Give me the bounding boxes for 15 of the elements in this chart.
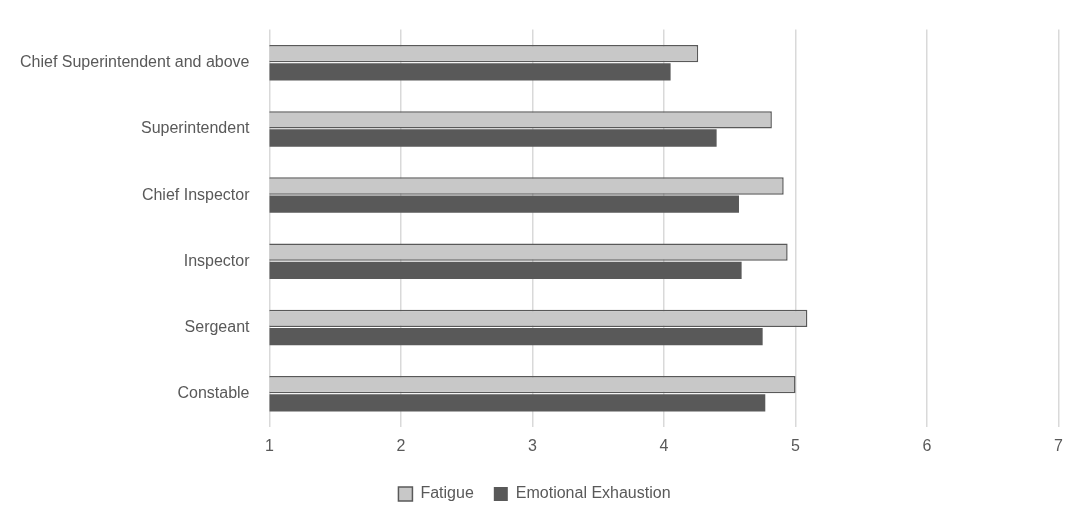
y-tick-label: Sergeant — [184, 317, 251, 335]
x-tick-label: 6 — [922, 436, 932, 454]
x-tick-label: 4 — [659, 436, 669, 454]
x-tick-label: 7 — [1054, 436, 1064, 454]
x-tick-label: 3 — [528, 436, 538, 454]
legend-label: Emotional Exhaustion — [515, 484, 671, 502]
y-tick-label: Chief Inspector — [141, 185, 251, 203]
y-tick-label: Chief Superintendent and above — [19, 53, 250, 71]
x-tick-label: 5 — [791, 436, 801, 454]
y-tick-label: Constable — [177, 384, 250, 402]
y-tick-label: Inspector — [183, 251, 251, 269]
legend-label: Fatigue — [420, 484, 474, 502]
x-tick-label: 1 — [265, 436, 275, 454]
x-tick-label: 2 — [396, 436, 406, 454]
y-tick-label: Superintendent — [140, 119, 251, 137]
